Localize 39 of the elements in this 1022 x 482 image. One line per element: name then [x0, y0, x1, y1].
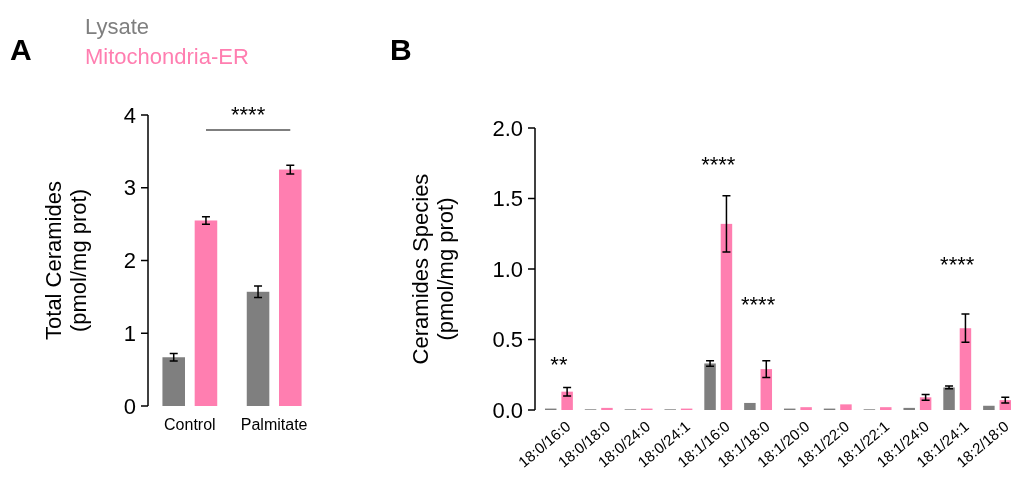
bar [840, 404, 852, 410]
bar [601, 407, 613, 410]
bar [943, 387, 955, 410]
y-tick-label: 4 [123, 102, 136, 128]
bar [704, 363, 716, 410]
bar [800, 407, 812, 410]
bar [903, 407, 915, 410]
y-tick-label: 0.0 [492, 397, 523, 423]
y-tick-label: 1.5 [492, 186, 523, 212]
text: Mitochondria-ER [85, 44, 249, 69]
bar [959, 328, 972, 410]
bar [720, 223, 733, 410]
bar [246, 291, 270, 406]
bar [194, 220, 218, 406]
x-tick-label: Palmitate [240, 416, 308, 433]
annotation: ** [550, 352, 568, 377]
y-tick-label: 2.0 [492, 115, 523, 141]
y-tick-label: 1 [123, 320, 136, 346]
x-tick-label: Control [164, 416, 216, 433]
annotation: **** [740, 292, 776, 317]
annotation: **** [940, 252, 975, 277]
y-tick-label: 2 [123, 248, 136, 274]
text: Lysate [85, 14, 150, 39]
annotation: **** [231, 102, 266, 127]
y-axis-title: Total Ceramides (pmol/mg prot) [40, 181, 92, 340]
bar [744, 402, 756, 410]
chart-title: A [10, 33, 32, 66]
y-tick-label: 0 [123, 393, 136, 419]
bar [162, 357, 185, 406]
y-tick-label: 0.5 [492, 327, 523, 353]
bar [279, 169, 302, 406]
y-tick-label: 1.0 [492, 256, 523, 282]
chart-title: B [390, 33, 412, 66]
annotation: **** [701, 152, 736, 177]
y-axis-title: Ceramides Species (pmol/mg prot) [407, 173, 459, 365]
bar [760, 369, 773, 410]
y-tick-label: 3 [123, 175, 136, 201]
bar [983, 405, 995, 410]
bar [880, 407, 892, 410]
